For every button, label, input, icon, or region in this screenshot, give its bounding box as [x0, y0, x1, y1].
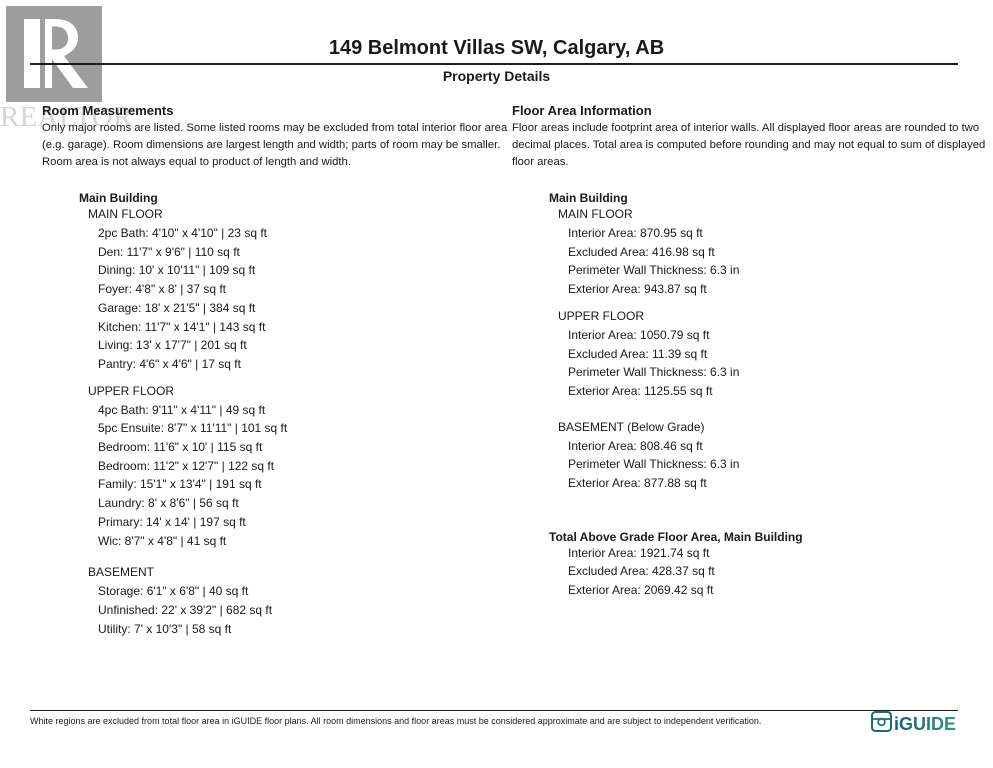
- svg-text:iGUIDE: iGUIDE: [894, 714, 956, 734]
